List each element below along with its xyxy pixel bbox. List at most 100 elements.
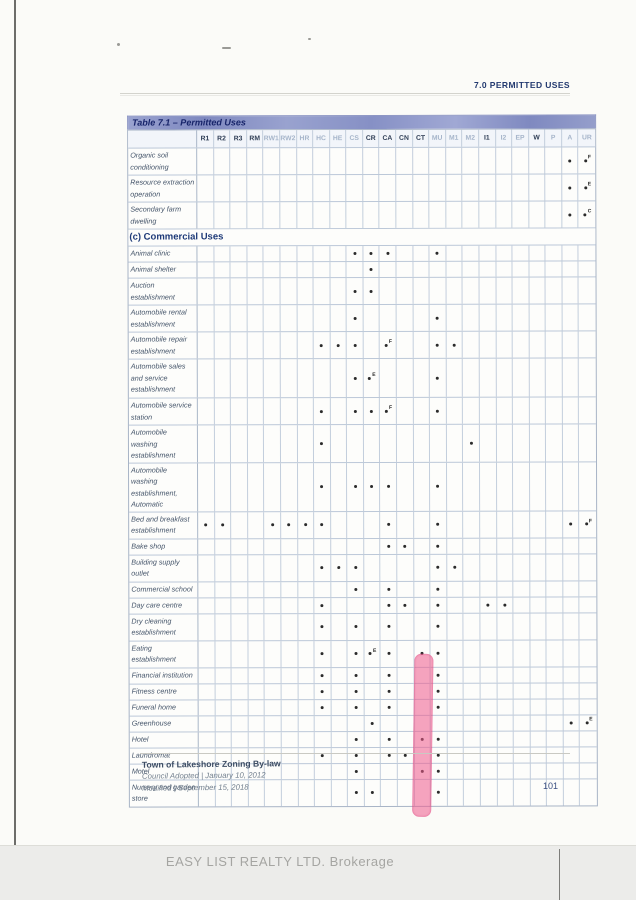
table-row: Automobile repair establishment F [128, 331, 596, 360]
column-header: CN [396, 129, 413, 147]
table-cell [198, 640, 216, 667]
table-cell [479, 331, 497, 358]
table-cell [314, 667, 332, 683]
watermark: EASY LIST REALTY LTD. Brokerage [165, 854, 395, 869]
table-cell [447, 640, 464, 667]
table-cell [280, 332, 298, 359]
table-cell [347, 683, 365, 699]
table-cell [247, 462, 265, 511]
table-cell [247, 359, 265, 398]
table-cell: F [380, 331, 397, 358]
table-cell [430, 462, 447, 511]
table-cell [562, 331, 580, 358]
table-cell [281, 554, 298, 581]
table-cell [463, 424, 480, 462]
table-cell [396, 174, 413, 201]
table-cell [264, 715, 282, 731]
table-cell [529, 277, 546, 304]
table-row: Auction establishment [128, 277, 596, 306]
table-cell [579, 462, 596, 510]
table-cell [547, 762, 564, 779]
table-cell [280, 262, 298, 278]
table-cell [347, 731, 365, 747]
table-cell [529, 511, 547, 538]
permitted-dot [437, 769, 441, 773]
table-cell [264, 554, 282, 581]
table-cell [430, 699, 448, 715]
table-cell [214, 597, 232, 613]
row-label: Automobile repair establishment [128, 332, 198, 359]
row-label: Eating establishment [129, 640, 199, 668]
permitted-dot [436, 651, 440, 655]
table-cell [463, 581, 481, 597]
table-row: Hotel [129, 730, 597, 749]
table-cell [396, 277, 414, 304]
column-header: RW1 [263, 130, 281, 148]
table-cell [430, 683, 448, 699]
table-cell [298, 715, 315, 731]
table-cell [512, 304, 530, 331]
table-cell [429, 397, 447, 424]
table-cell [562, 174, 579, 201]
table-cell [347, 640, 365, 667]
table-cell [247, 538, 265, 554]
row-label: Greenhouse [129, 715, 199, 732]
permitted-dot [583, 158, 587, 162]
row-label: Automobile service station [128, 398, 198, 425]
table-cell [347, 462, 364, 511]
column-header: R3 [230, 130, 247, 148]
table-cell [447, 779, 465, 806]
table-cell [330, 511, 348, 538]
table-cell [380, 554, 398, 581]
table-cell [380, 581, 398, 597]
table-cell [263, 305, 281, 332]
table-cell [397, 554, 414, 581]
row-label: Secondary farm dwelling [128, 202, 198, 229]
table-cell [348, 747, 365, 763]
table-cell [546, 714, 564, 731]
permitted-dot [387, 651, 391, 655]
table-row: Automobile sales and service establishme… [128, 358, 596, 399]
table-cell [496, 397, 513, 424]
permitted-dot [320, 625, 324, 629]
table-cell [248, 597, 265, 613]
table-row: Fitness centre [129, 682, 597, 701]
table-cell [414, 747, 431, 763]
header-rule [120, 93, 570, 94]
permitted-dot [321, 753, 325, 757]
table-cell [563, 553, 580, 580]
table-cell [314, 699, 332, 715]
table-cell [346, 245, 364, 262]
table-cell [197, 148, 214, 175]
permitted-dot [385, 409, 389, 413]
table-cell [280, 202, 297, 229]
table-cell [380, 511, 398, 538]
table-cell [413, 613, 431, 640]
table-cell [462, 331, 480, 358]
table-cell [496, 597, 514, 613]
table-cell [296, 148, 314, 175]
table-cell [430, 538, 447, 554]
table-cell [364, 715, 382, 731]
table-cell [297, 398, 314, 425]
column-header: HC [313, 130, 330, 148]
table-cell [264, 667, 282, 683]
table-cell [479, 277, 497, 304]
table-cell [231, 613, 249, 640]
permitted-dot [368, 376, 372, 380]
table-cell [331, 640, 348, 667]
row-label: Dry cleaning establishment [129, 613, 199, 641]
table-cell [281, 597, 298, 613]
table-row: Financial institution [129, 666, 597, 685]
table-cell [496, 277, 513, 304]
table-cell [580, 597, 597, 612]
row-label: Commercial school [129, 581, 199, 598]
table-cell [397, 597, 414, 613]
table-cell [329, 202, 347, 229]
table-cell [263, 262, 281, 278]
permitted-dot [354, 791, 358, 795]
table-cell [297, 511, 315, 538]
table-cell [280, 246, 297, 262]
table-cell [314, 640, 332, 667]
table-cell [580, 699, 597, 714]
